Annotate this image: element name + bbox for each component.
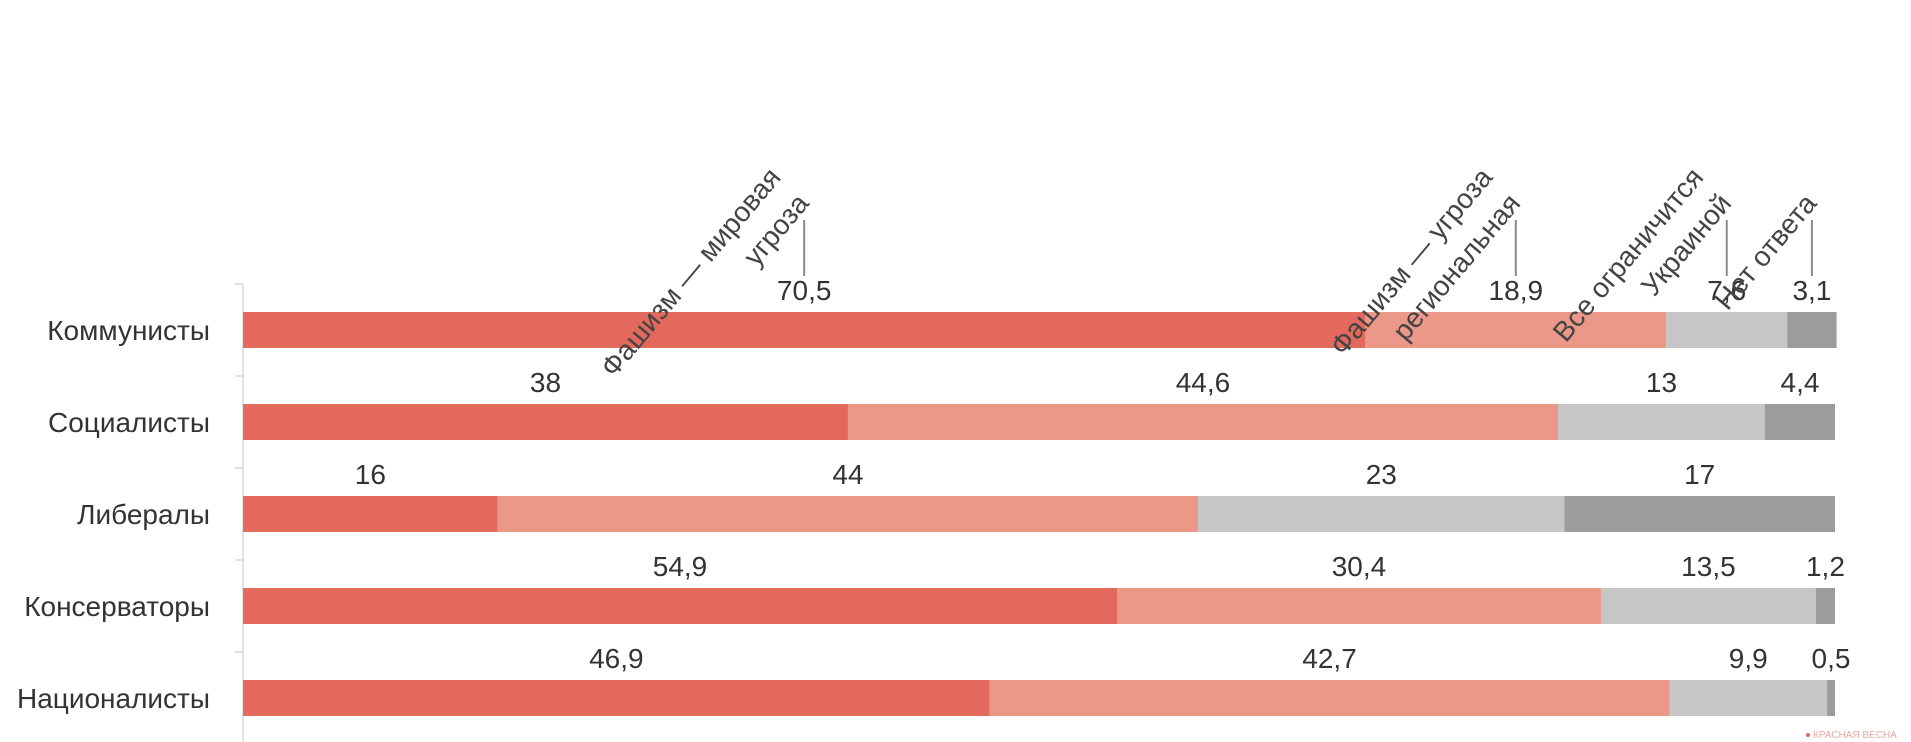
- data-label: 0,5: [1812, 643, 1851, 674]
- data-label: 23: [1366, 459, 1397, 490]
- bar-segment: [847, 404, 1558, 440]
- data-label: 44: [832, 459, 863, 490]
- data-label: 1,2: [1806, 551, 1845, 582]
- bar-segment: [1787, 312, 1837, 348]
- category-labels: Коммунисты Социалисты Либералы Консерваторы…: [17, 315, 210, 714]
- bar-segment: [1827, 680, 1835, 716]
- category-label: Коммунисты: [47, 315, 210, 346]
- bar-segment: [243, 404, 848, 440]
- data-label: 3,1: [1792, 275, 1831, 306]
- data-label: 13,5: [1681, 551, 1736, 582]
- category-label: Социалисты: [48, 407, 210, 438]
- category-label: Националисты: [17, 683, 210, 714]
- watermark: КРАСНАЯ ВЕСНА: [1806, 730, 1897, 741]
- data-label: 70,5: [777, 275, 832, 306]
- axis: [235, 283, 244, 742]
- data-label: 16: [355, 459, 386, 490]
- watermark-dot: [1806, 733, 1810, 737]
- data-label: 46,9: [589, 643, 644, 674]
- bars: [243, 312, 1837, 716]
- bar-segment: [1365, 312, 1667, 348]
- category-label: Консерваторы: [24, 591, 210, 622]
- data-label: 4,4: [1781, 367, 1820, 398]
- bar-segment: [1669, 680, 1828, 716]
- bar-segment: [497, 496, 1199, 532]
- bar-segment: [989, 680, 1670, 716]
- bar-segment: [1600, 588, 1816, 624]
- data-label: 18,9: [1489, 275, 1544, 306]
- data-label: 13: [1646, 367, 1677, 398]
- bar-segment: [1117, 588, 1601, 624]
- watermark-text: КРАСНАЯ ВЕСНА: [1813, 730, 1897, 741]
- bar-segment: [243, 588, 1118, 624]
- value-labels: 70,5 18,9 7,6 3,1 38 44,6 13 4,4 16 44 23 17 54,9 30,…: [355, 275, 1851, 674]
- bar-segment: [1815, 588, 1835, 624]
- bar-segment: [243, 312, 1366, 348]
- bar-segment: [1198, 496, 1565, 532]
- data-label: 7,6: [1707, 275, 1746, 306]
- bar-segment: [1557, 404, 1765, 440]
- category-label: Либералы: [77, 499, 210, 530]
- data-label: 30,4: [1332, 551, 1387, 582]
- data-label: 54,9: [653, 551, 708, 582]
- bar-segment: [243, 496, 498, 532]
- bar-segment: [1666, 312, 1788, 348]
- bar-segment: [243, 680, 990, 716]
- bar-segment: [1764, 404, 1835, 440]
- data-label: 44,6: [1176, 367, 1231, 398]
- data-label: 9,9: [1729, 643, 1768, 674]
- data-label: 42,7: [1302, 643, 1357, 674]
- bar-segment: [1564, 496, 1835, 532]
- data-label: 38: [530, 367, 561, 398]
- legend-label: Фашизм — мировая: [595, 162, 787, 383]
- data-label: 17: [1684, 459, 1715, 490]
